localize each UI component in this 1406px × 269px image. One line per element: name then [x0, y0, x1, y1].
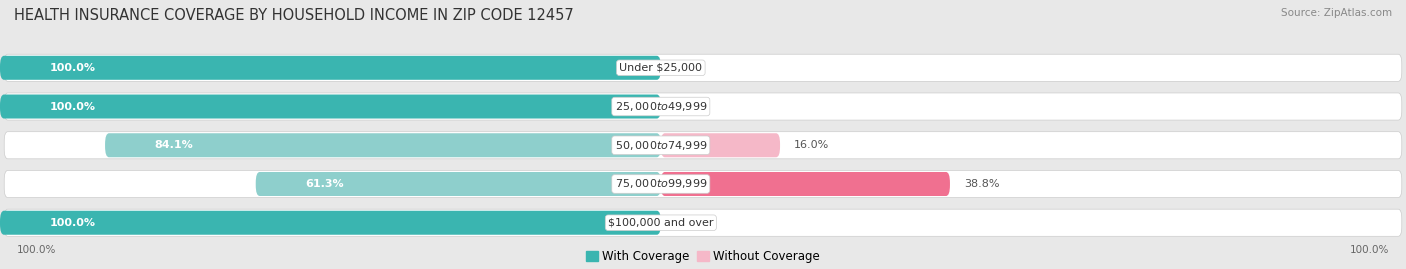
Text: $50,000 to $74,999: $50,000 to $74,999: [614, 139, 707, 152]
FancyBboxPatch shape: [4, 209, 1402, 236]
FancyBboxPatch shape: [0, 94, 661, 119]
FancyBboxPatch shape: [661, 133, 780, 157]
FancyBboxPatch shape: [4, 54, 1402, 81]
FancyBboxPatch shape: [661, 172, 950, 196]
Text: Source: ZipAtlas.com: Source: ZipAtlas.com: [1281, 8, 1392, 18]
FancyBboxPatch shape: [4, 171, 1402, 197]
FancyBboxPatch shape: [4, 132, 1402, 159]
FancyBboxPatch shape: [4, 93, 1402, 120]
Text: Under $25,000: Under $25,000: [619, 63, 703, 73]
FancyBboxPatch shape: [0, 211, 661, 235]
Text: 100.0%: 100.0%: [1350, 245, 1389, 255]
FancyBboxPatch shape: [0, 56, 661, 80]
Text: 84.1%: 84.1%: [155, 140, 193, 150]
Legend: With Coverage, Without Coverage: With Coverage, Without Coverage: [586, 250, 820, 263]
Text: 61.3%: 61.3%: [305, 179, 343, 189]
Text: 38.8%: 38.8%: [965, 179, 1000, 189]
Text: 100.0%: 100.0%: [49, 63, 96, 73]
FancyBboxPatch shape: [105, 133, 661, 157]
Text: $25,000 to $49,999: $25,000 to $49,999: [614, 100, 707, 113]
Text: $100,000 and over: $100,000 and over: [607, 218, 714, 228]
Text: 100.0%: 100.0%: [49, 101, 96, 112]
FancyBboxPatch shape: [256, 172, 661, 196]
Text: $75,000 to $99,999: $75,000 to $99,999: [614, 178, 707, 190]
Text: 100.0%: 100.0%: [49, 218, 96, 228]
Text: HEALTH INSURANCE COVERAGE BY HOUSEHOLD INCOME IN ZIP CODE 12457: HEALTH INSURANCE COVERAGE BY HOUSEHOLD I…: [14, 8, 574, 23]
Text: 100.0%: 100.0%: [17, 245, 56, 255]
Text: 16.0%: 16.0%: [794, 140, 830, 150]
